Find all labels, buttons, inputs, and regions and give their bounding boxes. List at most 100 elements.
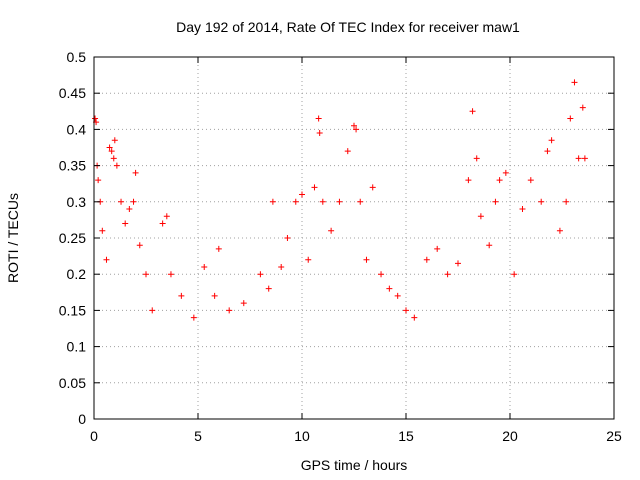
data-point [99, 227, 106, 234]
data-point [269, 198, 276, 205]
data-point [411, 314, 418, 321]
y-tick-label: 0.5 [67, 49, 87, 65]
data-point [257, 271, 264, 278]
data-point [149, 307, 156, 314]
data-point [201, 263, 208, 270]
data-point [113, 162, 120, 169]
data-point [92, 115, 99, 122]
y-tick-label: 0.3 [67, 194, 87, 210]
data-point [190, 314, 197, 321]
data-point [319, 198, 326, 205]
x-axis-label: GPS time / hours [301, 457, 408, 473]
data-point [527, 177, 534, 184]
data-point [519, 206, 526, 213]
data-point [240, 300, 247, 307]
data-point [211, 292, 218, 299]
data-point [511, 271, 518, 278]
x-tick-labels: 0 5 10 15 20 25 [90, 428, 622, 444]
data-point [581, 155, 588, 162]
data-point [369, 184, 376, 191]
data-point [344, 148, 351, 155]
data-point [136, 242, 143, 249]
data-point [167, 271, 174, 278]
data-point [423, 256, 430, 263]
y-tick-label: 0.2 [67, 266, 87, 282]
chart-title: Day 192 of 2014, Rate Of TEC Index for r… [176, 19, 520, 35]
data-point [492, 198, 499, 205]
data-point [95, 177, 102, 184]
y-tick-label: 0 [78, 411, 86, 427]
x-tick-label: 20 [502, 428, 518, 444]
data-point [122, 220, 129, 227]
data-point [159, 220, 166, 227]
data-point [403, 307, 409, 314]
data-point [394, 292, 401, 299]
x-tick-label: 0 [90, 428, 98, 444]
data-point [178, 292, 185, 299]
data-point [103, 256, 110, 263]
data-point [434, 245, 441, 252]
data-points [92, 79, 588, 321]
data-point [444, 271, 451, 278]
data-point [284, 235, 291, 241]
data-point [110, 155, 117, 162]
data-point [465, 177, 472, 184]
x-tick-label: 15 [398, 428, 414, 444]
data-point [386, 285, 393, 292]
data-point [132, 169, 139, 176]
data-point [215, 245, 222, 252]
y-tick-label: 0.35 [59, 158, 86, 174]
x-tick-label: 25 [606, 428, 622, 444]
data-point [496, 177, 503, 184]
data-point [311, 184, 318, 191]
data-point [163, 213, 170, 220]
data-point [292, 198, 299, 205]
y-tick-label: 0.25 [59, 230, 86, 246]
data-point [567, 115, 574, 122]
data-point [378, 271, 385, 278]
data-point [502, 169, 509, 176]
data-point [563, 198, 570, 205]
data-point [108, 148, 115, 155]
axis-ticks [93, 56, 615, 420]
data-point [575, 155, 582, 162]
data-point [265, 285, 272, 292]
y-tick-labels: 0 0.05 0.1 0.15 0.2 0.25 0.3 0.35 0.4 0.45 0.5 [59, 49, 86, 427]
data-point [548, 137, 555, 144]
data-point [305, 256, 312, 263]
data-point [455, 260, 461, 267]
grid-lines [94, 57, 614, 419]
data-point [477, 213, 484, 220]
data-point [226, 307, 233, 314]
data-point [316, 130, 323, 137]
data-point [469, 108, 476, 115]
x-tick-label: 5 [194, 428, 202, 444]
data-point [126, 206, 133, 213]
data-point [130, 198, 137, 205]
data-point [328, 227, 335, 234]
data-point [579, 104, 586, 111]
data-point [315, 115, 322, 122]
data-point [357, 198, 364, 205]
data-point [556, 227, 563, 234]
data-point [299, 191, 305, 198]
data-point [363, 256, 370, 263]
y-tick-label: 0.15 [59, 302, 86, 318]
x-tick-label: 10 [294, 428, 310, 444]
y-tick-label: 0.4 [67, 121, 87, 137]
y-tick-label: 0.45 [59, 85, 86, 101]
data-point [106, 144, 113, 151]
data-point [473, 155, 480, 162]
data-point [544, 148, 551, 155]
data-point [143, 271, 149, 278]
data-point [111, 137, 118, 144]
data-point [278, 263, 285, 270]
data-point [351, 122, 357, 129]
data-point [353, 126, 360, 133]
y-tick-label: 0.05 [59, 375, 86, 391]
data-point [336, 198, 343, 205]
y-tick-label: 0.1 [67, 339, 87, 355]
data-point [538, 198, 545, 205]
data-point [118, 198, 125, 205]
